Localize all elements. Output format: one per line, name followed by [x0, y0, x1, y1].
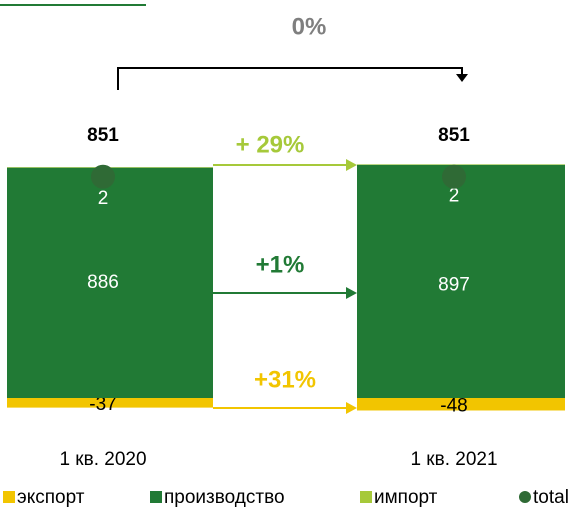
change-arrowhead [346, 159, 357, 171]
legend-label: total [533, 487, 569, 508]
change-arrowhead [346, 402, 357, 414]
legend-marker [3, 491, 15, 503]
value-label: 886 [87, 272, 119, 293]
bar-segment [357, 398, 565, 411]
value-label: 897 [438, 274, 470, 295]
value-label: 2 [449, 185, 460, 206]
total-dot [91, 164, 115, 189]
legend-label: экспорт [17, 487, 85, 508]
x-tick-label: 1 кв. 2021 [410, 449, 497, 470]
bar-segment [357, 164, 565, 398]
legend-label: импорт [374, 487, 438, 508]
value-label: 2 [98, 188, 109, 209]
bar-segment [7, 398, 213, 408]
x-tick-label: 1 кв. 2020 [59, 449, 146, 470]
total-label: 851 [87, 125, 119, 146]
legend-marker [360, 491, 372, 503]
legend-marker [519, 491, 531, 503]
bar-segment [357, 164, 565, 165]
total-dot [442, 164, 466, 189]
value-label: -48 [440, 395, 467, 416]
legend-label: производство [164, 487, 285, 508]
annotation: 0% [292, 13, 327, 40]
value-label: -37 [89, 394, 116, 415]
bracket [117, 67, 463, 90]
change-arrowhead [346, 287, 357, 299]
annotation: +31% [254, 366, 316, 393]
legend-marker [150, 491, 162, 503]
annotation: +1% [256, 251, 305, 278]
annotation: + 29% [236, 131, 305, 158]
bar-segment [7, 167, 213, 398]
total-label: 851 [438, 125, 470, 146]
bracket-arrow [456, 74, 468, 82]
